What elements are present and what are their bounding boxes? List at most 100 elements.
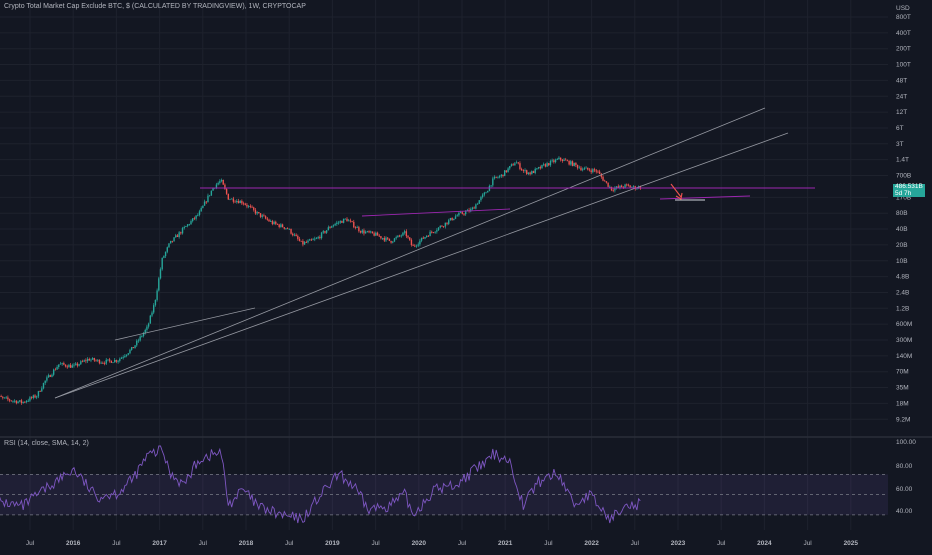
candle-body bbox=[416, 246, 417, 247]
candle-body bbox=[565, 160, 566, 161]
candle-body bbox=[173, 237, 174, 241]
candle-body bbox=[446, 223, 447, 224]
time-axis-tick: Jul bbox=[458, 540, 467, 547]
candle-body bbox=[406, 231, 407, 236]
candle-body bbox=[563, 160, 564, 161]
candle-body bbox=[519, 163, 520, 169]
candle-body bbox=[190, 221, 191, 224]
candle-body bbox=[575, 163, 576, 165]
candle-body bbox=[317, 237, 318, 238]
candle-body bbox=[524, 170, 525, 171]
candle-body bbox=[202, 206, 203, 208]
price-axis-tick: 1.2B bbox=[896, 305, 909, 312]
candle-body bbox=[148, 324, 149, 327]
price-axis-tick: 20B bbox=[896, 242, 908, 249]
candle-body bbox=[326, 230, 327, 233]
time-axis-tick: 2017 bbox=[152, 540, 167, 547]
candle-body bbox=[297, 236, 298, 239]
candle-body bbox=[89, 359, 90, 361]
candle-body bbox=[499, 176, 500, 177]
candle-body bbox=[19, 400, 20, 401]
time-axis-tick: 2021 bbox=[498, 540, 513, 547]
price-axis-tick: 24T bbox=[896, 93, 907, 100]
candle-body bbox=[200, 208, 201, 211]
candle-body bbox=[333, 225, 334, 226]
candle-body bbox=[211, 191, 212, 196]
candle-body bbox=[531, 171, 532, 174]
candle-body bbox=[526, 170, 527, 174]
candle-body bbox=[104, 363, 105, 364]
rsi-axis-tick: 100.00 bbox=[896, 439, 916, 446]
candle-body bbox=[121, 358, 122, 359]
candle-body bbox=[402, 233, 403, 236]
grid-layer bbox=[0, 0, 932, 530]
candle-body bbox=[626, 184, 627, 185]
candle-body bbox=[248, 206, 249, 207]
candle-body bbox=[87, 359, 88, 361]
candle-body bbox=[4, 397, 5, 398]
candle-body bbox=[180, 232, 181, 233]
candle-body bbox=[324, 231, 325, 233]
candle-body bbox=[39, 391, 40, 392]
price-axis-tick: 70M bbox=[896, 369, 909, 376]
time-axis-tick: Jul bbox=[544, 540, 553, 547]
candle-body bbox=[187, 224, 188, 226]
candle-body bbox=[373, 233, 374, 235]
candle-body bbox=[380, 236, 381, 238]
candle-body bbox=[289, 229, 290, 230]
candle-body bbox=[304, 242, 305, 244]
candle-body bbox=[241, 201, 242, 203]
candle-body bbox=[280, 224, 281, 227]
candle-body bbox=[2, 397, 3, 398]
candle-body bbox=[67, 366, 68, 367]
price-axis-tick: 9.2M bbox=[896, 416, 910, 423]
candle-body bbox=[22, 402, 23, 403]
candle-body bbox=[567, 160, 568, 161]
candle-body bbox=[258, 212, 259, 213]
last-price-badge: 486.531B 5d 7h bbox=[893, 184, 925, 197]
candle-body bbox=[580, 168, 581, 170]
candle-body bbox=[63, 363, 64, 365]
candle-body bbox=[209, 195, 210, 196]
candle-body bbox=[541, 165, 542, 168]
candle-body bbox=[97, 360, 98, 361]
candle-body bbox=[111, 361, 112, 363]
time-axis-tick: Jul bbox=[371, 540, 380, 547]
candle-body bbox=[594, 169, 595, 170]
candle-body bbox=[557, 159, 558, 160]
candle-body bbox=[558, 158, 559, 159]
time-axis-tick: 2018 bbox=[239, 540, 254, 547]
candle-body bbox=[68, 365, 69, 367]
candle-body bbox=[348, 221, 349, 222]
price-axis-tick: 140M bbox=[896, 353, 912, 360]
candle-body bbox=[411, 240, 412, 245]
candle-body bbox=[345, 219, 346, 220]
candle-body bbox=[375, 233, 376, 236]
candle-body bbox=[302, 241, 303, 244]
candle-body bbox=[553, 160, 554, 162]
candle-body bbox=[472, 208, 473, 210]
candle-body bbox=[379, 236, 380, 237]
candle-body bbox=[138, 340, 139, 341]
candle-body bbox=[445, 223, 446, 227]
candle-body bbox=[453, 219, 454, 220]
time-axis-tick: 2024 bbox=[757, 540, 772, 547]
candle-body bbox=[226, 189, 227, 194]
candle-body bbox=[587, 168, 588, 170]
candle-body bbox=[234, 202, 235, 203]
trendline-upper bbox=[55, 108, 765, 398]
candle-body bbox=[141, 336, 142, 337]
candle-body bbox=[351, 221, 352, 222]
candle-body bbox=[390, 241, 391, 243]
candle-body bbox=[12, 401, 13, 402]
candle-body bbox=[492, 178, 493, 185]
candle-body bbox=[43, 383, 44, 388]
candle-body bbox=[584, 168, 585, 169]
candle-body bbox=[7, 397, 8, 399]
candle-body bbox=[457, 215, 458, 216]
candle-body bbox=[309, 239, 310, 240]
candle-body bbox=[29, 397, 30, 400]
candle-body bbox=[285, 228, 286, 229]
